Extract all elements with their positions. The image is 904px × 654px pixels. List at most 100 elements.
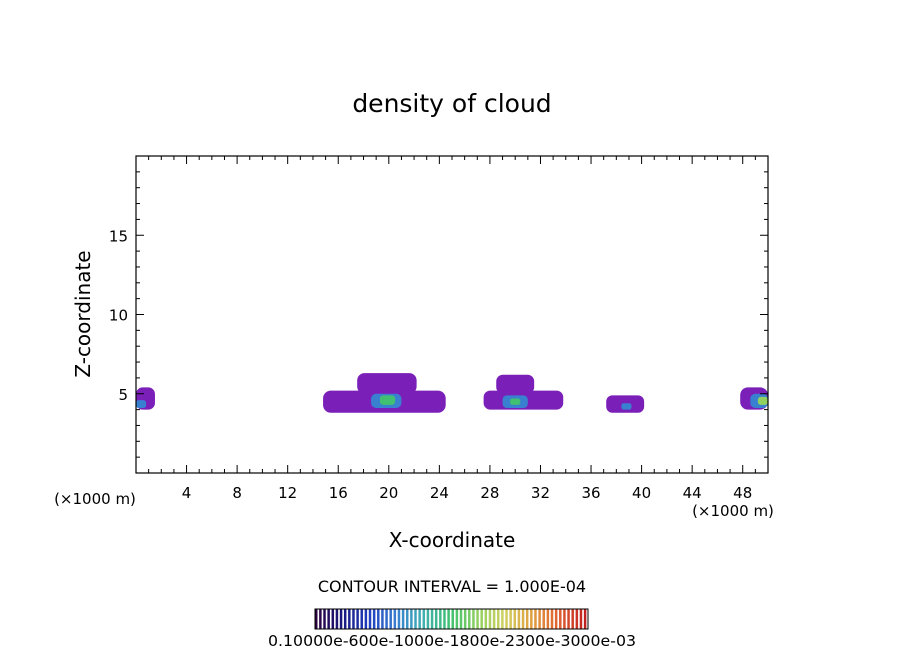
x-tick-label: 36 [581, 484, 600, 502]
colorbar-stripe [360, 609, 363, 629]
x-tick-label: 28 [480, 484, 499, 502]
contour-cell-1 [136, 400, 147, 409]
colorbar-stripe [542, 609, 545, 629]
colorbar-stripe [410, 609, 413, 629]
colorbar-stripe [509, 609, 512, 629]
colorbar-stripe [517, 609, 521, 629]
y-tick-label: 10 [109, 307, 128, 325]
x-tick-label: 4 [182, 484, 192, 502]
x-tick-label: 48 [733, 484, 752, 502]
colorbar-stripe [480, 609, 483, 629]
contour-cell-11 [621, 403, 632, 410]
y-axis-label: Z-coordinate [71, 250, 95, 377]
colorbar-stripe [443, 609, 446, 629]
colorbar-stripe [319, 609, 322, 629]
colorbar-stripe [368, 609, 372, 629]
colorbar-stripe [339, 609, 343, 629]
x-tick-label: 24 [430, 484, 449, 502]
colorbar-stripe [406, 609, 409, 629]
x-tick-label: 12 [278, 484, 297, 502]
colorbar-stripe [315, 609, 318, 629]
x-tick-labels: 4 8 12 16 20 24 28 32 36 40 44 48 [182, 484, 752, 502]
colorbar-stripe [455, 609, 459, 629]
colorbar-stripe [356, 609, 359, 629]
colorbar-stripe [476, 609, 479, 629]
contour-cell-3 [357, 373, 417, 394]
contour-cell-7 [496, 374, 535, 394]
x-unit-right: (×1000 m) [692, 502, 774, 520]
colorbar-stripe [538, 609, 541, 629]
colorbar-stripe [534, 609, 537, 629]
colorbar [315, 609, 587, 629]
colorbar-stripe [327, 609, 330, 629]
colorbar-stripe [472, 609, 475, 629]
contour-cell-5 [379, 395, 396, 405]
colorbar-stripe [571, 609, 574, 629]
colorbar-labels: 0.10000e-600e-1000e-1800e-2300e-3000e-03 [268, 632, 636, 650]
colorbar-stripe [525, 609, 529, 629]
x-axis-label: X-coordinate [389, 528, 516, 552]
colorbar-stripe [463, 609, 467, 629]
colorbar-stripe [323, 609, 326, 629]
colorbar-stripe [393, 609, 397, 629]
colorbar-stripe [505, 609, 508, 629]
colorbar-stripe [559, 609, 562, 629]
colorbar-stripe [381, 609, 384, 629]
x-tick-label: 44 [683, 484, 702, 502]
y-tick-label: 15 [109, 227, 128, 245]
colorbar-stripe [579, 609, 583, 629]
colorbar-stripe [430, 609, 434, 629]
x-tick-label: 20 [379, 484, 398, 502]
colorbar-stripe [397, 609, 401, 629]
colorbar-stripe [530, 609, 533, 629]
colorbar-stripe [513, 609, 517, 629]
colorbar-stripe [389, 609, 392, 629]
y-tick-label: 5 [118, 386, 128, 404]
colorbar-stripe [414, 609, 417, 629]
contour-cell-9 [510, 398, 521, 405]
colorbar-stripe [451, 609, 454, 629]
colorbar-stripe [401, 609, 405, 629]
y-tick-labels: 5 10 15 [109, 227, 128, 404]
colorbar-stripe [426, 609, 430, 629]
x-tick-label: 16 [329, 484, 348, 502]
colorbar-stripe [364, 609, 368, 629]
colorbar-stripe [372, 609, 376, 629]
chart-title: density of cloud [352, 89, 551, 118]
colorbar-stripe [439, 609, 442, 629]
colorbar-stripe [348, 609, 351, 629]
colorbar-stripe [385, 609, 388, 629]
colorbar-stripe [352, 609, 355, 629]
colorbar-stripe [418, 609, 421, 629]
x-unit-left: (×1000 m) [54, 490, 136, 508]
colorbar-stripe [447, 609, 450, 629]
colorbar-stripe [550, 609, 554, 629]
x-tick-label: 40 [632, 484, 651, 502]
contour-interval-text: CONTOUR INTERVAL = 1.000E-04 [318, 577, 586, 596]
colorbar-stripe [331, 609, 335, 629]
colorbar-stripe [377, 609, 380, 629]
colorbar-frame [314, 608, 589, 630]
colorbar-stripe [521, 609, 525, 629]
axis-ticks [136, 156, 768, 473]
colorbar-stripe [343, 609, 347, 629]
colorbar-stripe [422, 609, 426, 629]
colorbar-stripe [575, 609, 579, 629]
colorbar-stripe [567, 609, 570, 629]
colorbar-stripe [468, 609, 471, 629]
colorbar-stripe [484, 609, 488, 629]
colorbar-stripe [501, 609, 504, 629]
colorbar-stripe [563, 609, 566, 629]
colorbar-stripe [459, 609, 463, 629]
colorbar-stripe [554, 609, 558, 629]
plot-frame [135, 155, 769, 474]
colorbar-stripe [434, 609, 438, 629]
colorbar-stripe [335, 609, 339, 629]
x-tick-label: 32 [531, 484, 550, 502]
colorbar-stripe [583, 609, 587, 629]
colorbar-stripe [497, 609, 500, 629]
colorbar-stripe [492, 609, 496, 629]
colorbar-stripe [546, 609, 550, 629]
contour-cell-14 [757, 396, 768, 405]
x-tick-label: 8 [232, 484, 242, 502]
